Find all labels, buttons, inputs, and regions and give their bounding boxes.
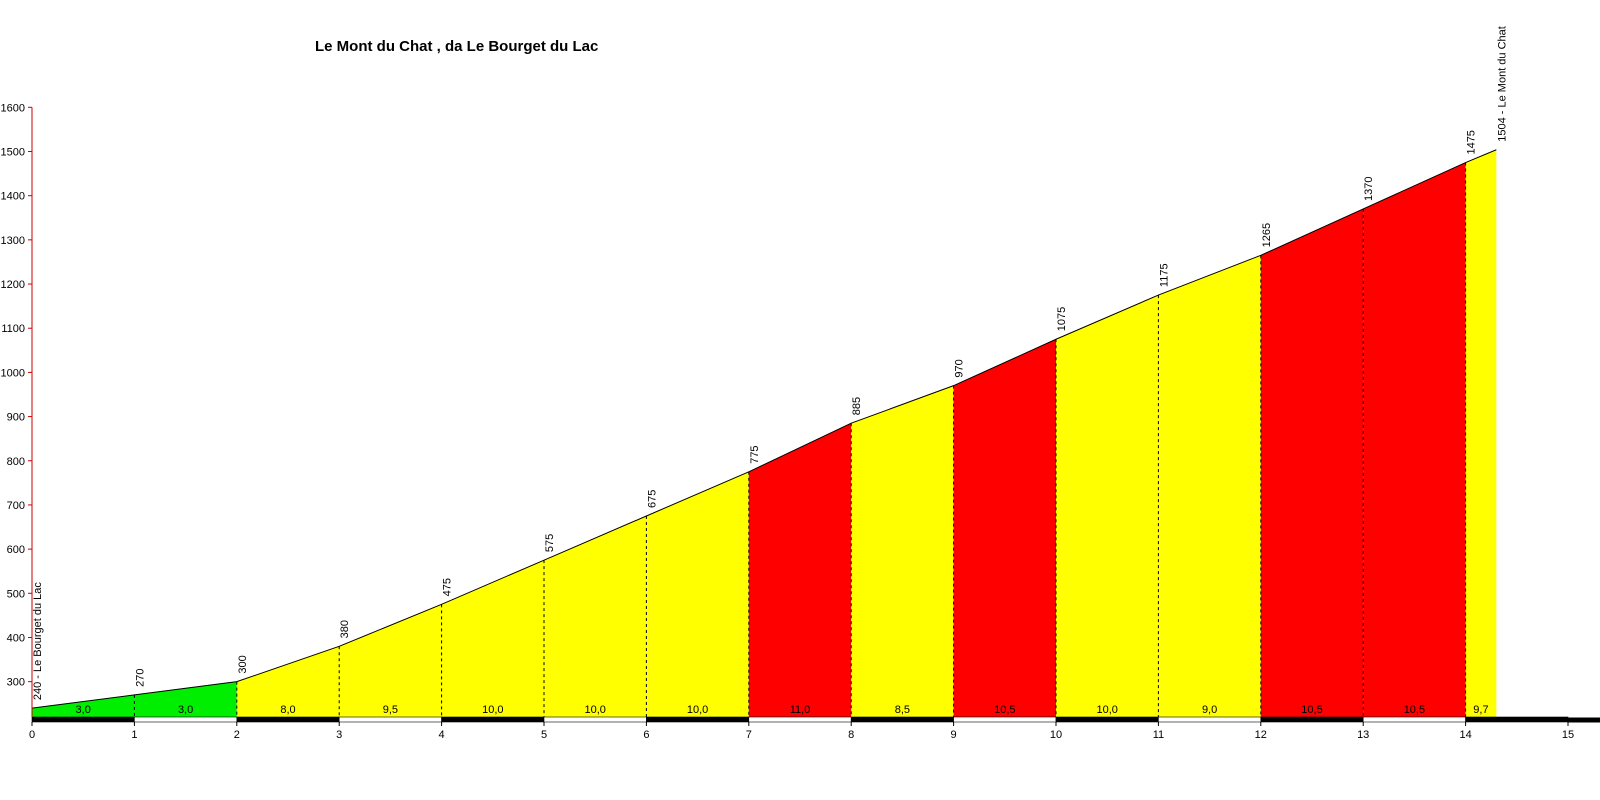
gradient-label: 9,0 — [1202, 704, 1217, 716]
altitude-label: 575 — [544, 534, 556, 552]
profile-segment — [236, 646, 340, 717]
profile-segment — [544, 515, 647, 717]
gradient-label: 3,0 — [178, 704, 193, 716]
x-tick-label: 10 — [1050, 729, 1062, 741]
x-tick-label: 15 — [1562, 729, 1574, 741]
altitude-label: 1265 — [1261, 223, 1273, 247]
x-tick-label: 4 — [439, 729, 445, 741]
altitude-label: 1504 - Le Mont du Chat — [1496, 26, 1508, 142]
profile-segment — [1056, 295, 1159, 717]
distance-bar-block — [850, 716, 954, 723]
distance-bar-block — [543, 716, 647, 723]
gradient-label: 10,0 — [482, 704, 503, 716]
y-tick-label: 600 — [7, 544, 25, 556]
altitude-label: 475 — [442, 578, 454, 596]
altitude-label: 240 - Le Bourget du Lac — [32, 582, 44, 701]
distance-bar-block — [1465, 716, 1569, 723]
distance-bar-block — [236, 716, 340, 723]
profile-segment — [1465, 149, 1497, 717]
gradient-label: 8,0 — [280, 704, 295, 716]
profile-segment — [441, 560, 544, 717]
x-tick-label: 13 — [1357, 729, 1369, 741]
x-tick-label: 0 — [29, 729, 35, 741]
distance-bar-block — [1055, 716, 1159, 723]
y-tick-label: 400 — [7, 632, 25, 644]
x-tick-label: 6 — [643, 729, 649, 741]
x-tick-label: 7 — [746, 729, 752, 741]
distance-bar-block — [1260, 716, 1364, 723]
y-tick-label: 1600 — [1, 102, 25, 114]
altitude-label: 1370 — [1363, 176, 1375, 200]
gradient-label: 11,0 — [790, 704, 811, 716]
gradient-label: 3,0 — [76, 704, 91, 716]
gradient-label: 10,5 — [1404, 704, 1425, 716]
y-tick-label: 1300 — [1, 235, 25, 247]
y-tick-label: 1500 — [1, 146, 25, 158]
x-tick-label: 5 — [541, 729, 547, 741]
altitude-label: 1175 — [1158, 263, 1170, 287]
altitude-label: 1475 — [1466, 130, 1478, 154]
profile-segment — [748, 423, 852, 717]
y-tick-label: 1100 — [1, 323, 25, 335]
y-tick-label: 1400 — [1, 191, 25, 203]
y-tick-label: 900 — [7, 412, 25, 424]
distance-bar-block — [31, 716, 135, 723]
y-tick-label: 300 — [7, 677, 25, 689]
gradient-label: 8,5 — [895, 704, 910, 716]
gradient-label: 10,0 — [687, 704, 708, 716]
x-tick-label: 1 — [131, 729, 137, 741]
distance-bar-block — [134, 716, 238, 723]
distance-bar-block — [646, 716, 750, 723]
profile-segment — [953, 339, 1056, 717]
gradient-label: 9,5 — [383, 704, 398, 716]
x-tick-label: 2 — [234, 729, 240, 741]
gradient-label: 10,0 — [584, 704, 605, 716]
distance-bar-block — [748, 716, 852, 723]
x-tick-label: 8 — [848, 729, 854, 741]
distance-bar-block — [338, 716, 442, 723]
x-tick-label: 12 — [1255, 729, 1267, 741]
altitude-label: 270 — [134, 669, 146, 687]
altitude-label: 885 — [851, 397, 863, 415]
distance-bar-block — [441, 716, 545, 723]
y-tick-label: 1000 — [1, 367, 25, 379]
altitude-label: 300 — [237, 655, 249, 673]
profile-segment — [1363, 162, 1466, 717]
gradient-label: 9,7 — [1473, 704, 1488, 716]
altitude-label: 380 — [339, 620, 351, 638]
y-tick-label: 800 — [7, 456, 25, 468]
altitude-label: 675 — [646, 490, 658, 508]
x-tick-label: 14 — [1459, 729, 1471, 741]
chart-title: Le Mont du Chat , da Le Bourget du Lac — [315, 38, 599, 55]
altitude-label: 775 — [749, 445, 761, 463]
distance-bar-block — [1362, 716, 1466, 723]
gradient-label: 10,5 — [994, 704, 1015, 716]
x-tick-label: 11 — [1153, 729, 1164, 741]
profile-segment — [32, 694, 135, 717]
distance-bar-block — [1158, 716, 1262, 723]
distance-bar-block — [953, 716, 1057, 723]
altitude-label: 970 — [954, 359, 966, 377]
x-tick-label: 9 — [951, 729, 957, 741]
profile-segment — [134, 681, 237, 717]
y-tick-label: 500 — [7, 588, 25, 600]
gradient-label: 10,5 — [1301, 704, 1322, 716]
y-tick-label: 1200 — [1, 279, 25, 291]
profile-segment — [646, 471, 749, 717]
y-tick-label: 700 — [7, 500, 25, 512]
x-tick-label: 3 — [336, 729, 342, 741]
profile-segment — [1158, 255, 1261, 717]
gradient-label: 10,0 — [1096, 704, 1117, 716]
profile-segment — [339, 604, 442, 717]
profile-segment — [1260, 208, 1364, 717]
altitude-label: 1075 — [1056, 307, 1068, 331]
profile-line — [31, 149, 1497, 709]
profile-segment — [851, 385, 954, 717]
